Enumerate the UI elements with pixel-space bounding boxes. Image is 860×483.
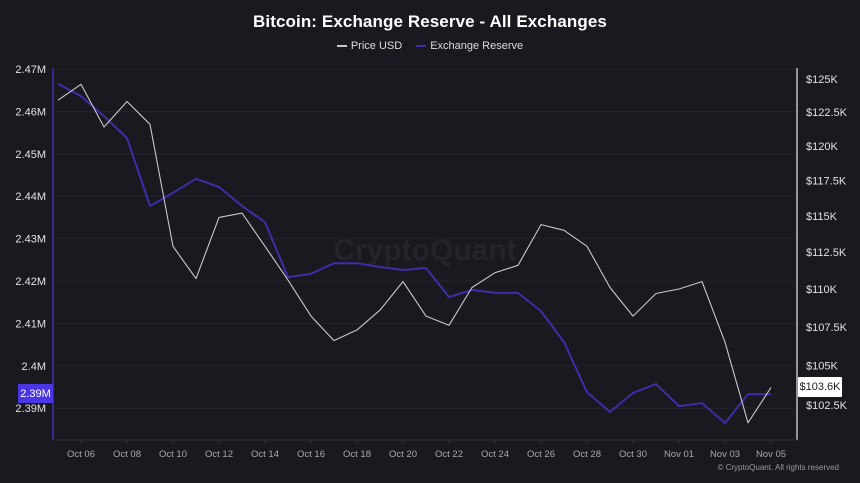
current-price-badge: $103.6K	[798, 377, 842, 397]
x-axis-tick-label: Oct 26	[527, 449, 555, 460]
x-axis-tick-label: Oct 16	[297, 449, 325, 460]
x-axis-tick-label: Oct 06	[67, 449, 95, 460]
left-axis-tick-label: 2.46M	[15, 106, 46, 118]
grid-lines	[54, 68, 797, 409]
x-axis-tick-label: Oct 30	[619, 449, 647, 460]
legend-item-price-usd[interactable]: Price USD	[336, 40, 403, 52]
right-axis-tick-label: $107.5K	[806, 322, 848, 334]
legend-swatch-price-icon	[336, 45, 347, 47]
right-axis-tick-label: $102.5K	[806, 400, 848, 412]
left-axis-tick-label: 2.43M	[15, 234, 46, 246]
legend-swatch-reserve-icon	[416, 45, 427, 47]
legend: Price USD Exchange Reserve	[0, 40, 860, 52]
copyright-notice: © CryptoQuant. All rights reserved	[717, 463, 840, 472]
exchange-reserve-line[interactable]	[57, 82, 771, 424]
right-axis-tick-label: $125K	[806, 74, 838, 86]
x-axis-ticks: Oct 06 Oct 08 Oct 10 Oct 12 Oct 14 Oct 16 Oct …	[67, 440, 786, 460]
chart-title: Bitcoin: Exchange Reserve - All Exchange…	[253, 12, 607, 31]
x-axis-tick-label: Oct 22	[435, 449, 463, 460]
x-axis-tick-label: Oct 12	[205, 449, 233, 460]
x-axis-tick-label: Oct 18	[343, 449, 371, 460]
x-axis-tick-label: Oct 14	[251, 449, 279, 460]
x-axis-tick-label: Oct 20	[389, 449, 417, 460]
x-axis-tick-label: Nov 05	[756, 449, 786, 460]
x-axis-tick-label: Oct 28	[573, 449, 601, 460]
left-axis-tick-label: 2.39M	[15, 403, 46, 415]
right-y-axis-ticks: $125K $122.5K $120K $117.5K $115K $112.5K $110…	[806, 74, 848, 412]
left-axis-tick-label: 2.4M	[22, 361, 46, 373]
x-axis-tick-label: Oct 24	[481, 449, 509, 460]
left-axis-tick-label: 2.47M	[15, 64, 46, 76]
right-axis-tick-label: $112.5K	[806, 247, 847, 259]
right-axis-tick-label: $115K	[806, 211, 838, 223]
right-axis-tick-label: $110K	[806, 284, 838, 296]
left-axis-tick-label: 2.41M	[15, 318, 46, 330]
x-axis-tick-label: Oct 08	[113, 449, 141, 460]
left-axis-tick-label: 2.45M	[15, 149, 46, 161]
right-axis-tick-label: $120K	[806, 141, 838, 153]
right-axis-tick-label: $105K	[806, 360, 838, 372]
x-axis-tick-label: Oct 10	[159, 449, 187, 460]
right-axis-tick-label: $122.5K	[806, 107, 848, 119]
left-axis-tick-label: 2.42M	[15, 276, 46, 288]
left-y-axis-ticks: 2.47M 2.46M 2.45M 2.44M 2.43M 2.42M 2.41M 2.4M 2…	[15, 64, 46, 415]
x-axis-tick-label: Nov 01	[664, 449, 694, 460]
price-usd-line[interactable]	[57, 83, 772, 424]
watermark: CryptoQuant	[333, 234, 516, 267]
x-axis-tick-label: Nov 03	[710, 449, 740, 460]
left-axis-tick-label: 2.44M	[15, 191, 46, 203]
legend-label-exchange-reserve: Exchange Reserve	[430, 40, 524, 52]
legend-label-price-usd: Price USD	[350, 40, 403, 52]
current-reserve-badge: 2.39M	[18, 384, 53, 403]
legend-item-exchange-reserve[interactable]: Exchange Reserve	[416, 40, 523, 52]
right-axis-tick-label: $117.5K	[806, 176, 847, 188]
